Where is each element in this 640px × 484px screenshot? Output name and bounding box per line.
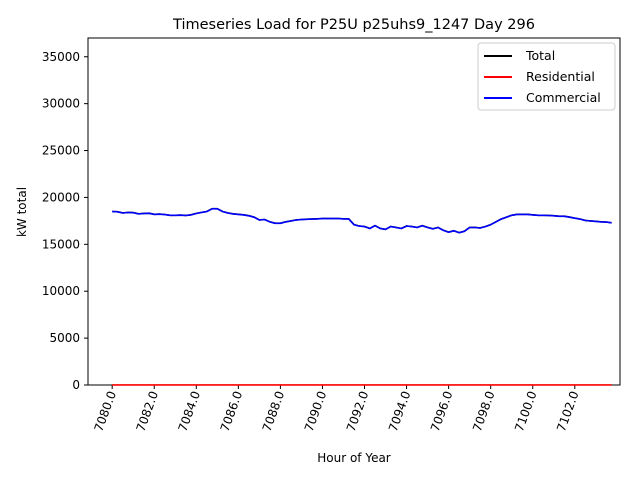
x-tick-label: 7090.0 xyxy=(302,389,330,433)
legend: Total Residential Commercial xyxy=(477,42,616,111)
x-tick-label: 7080.0 xyxy=(91,389,119,433)
y-tick-label: 15000 xyxy=(42,237,80,251)
series-layer xyxy=(112,207,612,386)
legend-label-commercial: Commercial xyxy=(526,90,601,105)
y-axis-label: kW total xyxy=(15,187,29,237)
y-tick-label: 25000 xyxy=(42,144,80,158)
x-tick-label: 7098.0 xyxy=(470,389,498,433)
y-tick-label: 5000 xyxy=(49,331,80,345)
x-axis-label: Hour of Year xyxy=(317,451,391,465)
x-tick-label: 7084.0 xyxy=(176,389,204,433)
legend-label-residential: Residential xyxy=(526,69,595,84)
chart-title: Timeseries Load for P25U p25uhs9_1247 Da… xyxy=(172,17,535,33)
y-tick-label: 10000 xyxy=(42,284,80,298)
series-line-commercial xyxy=(112,208,612,234)
legend-box xyxy=(477,42,616,111)
y-tick-label: 20000 xyxy=(42,190,80,204)
legend-label-total: Total xyxy=(525,48,555,63)
x-tick-label: 7100.0 xyxy=(512,389,540,433)
y-tick-label: 30000 xyxy=(42,97,80,111)
x-tick-label: 7082.0 xyxy=(134,389,162,433)
x-tick-label: 7096.0 xyxy=(428,389,456,433)
x-tick-label: 7086.0 xyxy=(218,389,246,433)
y-tick-label: 35000 xyxy=(42,50,80,64)
x-tick-label: 7092.0 xyxy=(344,389,372,433)
y-tick-label: 0 xyxy=(72,378,80,392)
x-axis: 7080.0 7082.0 7084.0 7086.0 7088.0 7090.0 7092… xyxy=(91,385,582,433)
x-tick-label: 7102.0 xyxy=(554,389,582,433)
y-axis: 0 5000 10000 15000 20000 25000 30000 35000 xyxy=(42,50,88,392)
x-tick-label: 7094.0 xyxy=(386,389,414,433)
x-tick-label: 7088.0 xyxy=(260,389,288,433)
